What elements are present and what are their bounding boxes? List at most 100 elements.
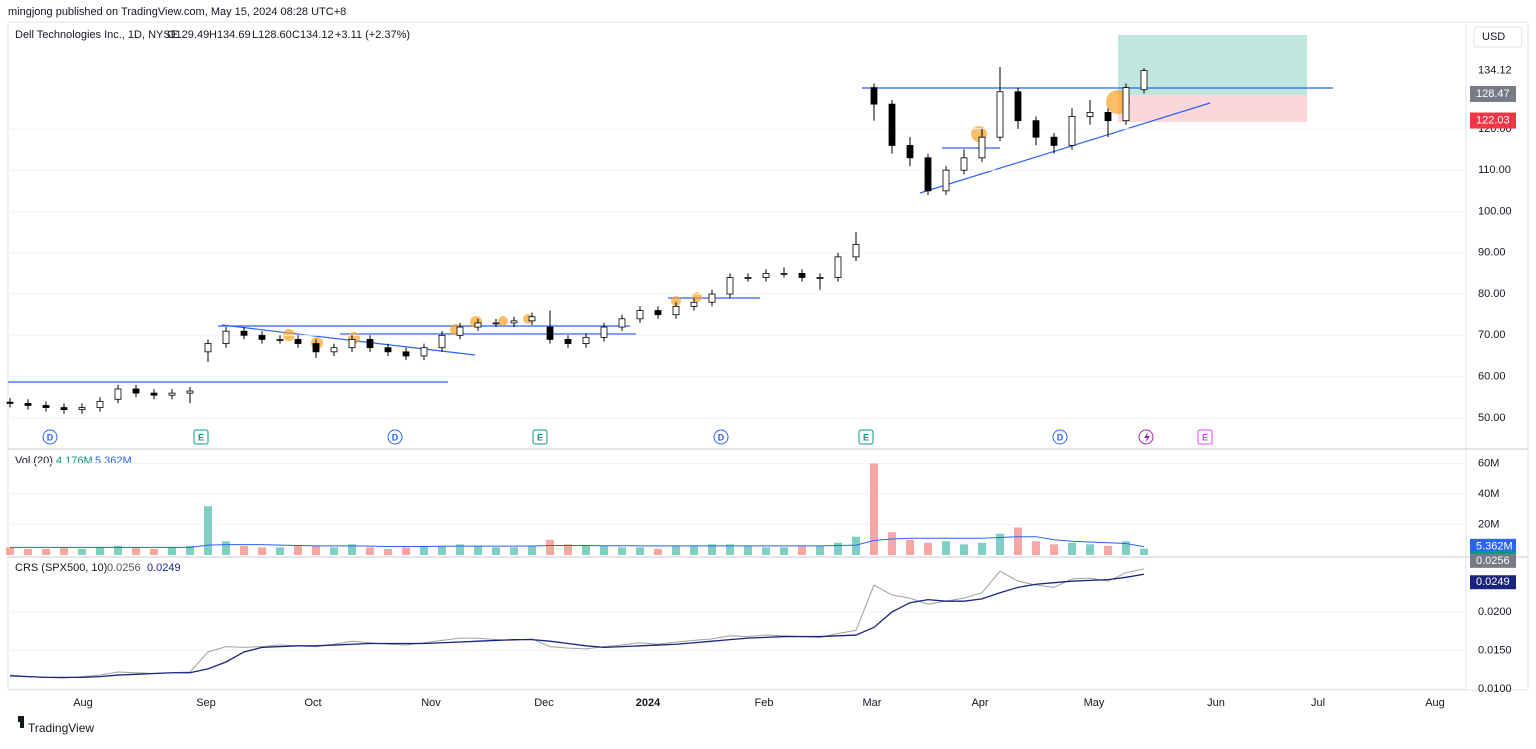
candle-body <box>600 326 608 338</box>
candle-body <box>78 407 86 411</box>
candle-body <box>762 272 770 278</box>
drawings <box>8 35 1333 383</box>
volume-bar <box>582 545 590 555</box>
volume-bar <box>564 544 572 555</box>
currency: USD <box>1482 31 1505 43</box>
candle-body <box>276 339 284 341</box>
volume-bar <box>726 544 734 555</box>
y-tick-label: 40M <box>1478 488 1499 500</box>
volume-bar <box>510 547 518 555</box>
crs-title: CRS (SPX500, 10) <box>15 562 107 574</box>
volume-bar <box>546 539 554 555</box>
candle-body <box>636 310 644 320</box>
volume-bar <box>798 545 806 555</box>
ohlc-change: +3.11 (+2.37%) <box>335 29 410 41</box>
candle-body <box>222 330 230 344</box>
candle-body <box>492 322 500 325</box>
volume-bar <box>852 536 860 555</box>
event-label: E <box>198 432 204 442</box>
x-tick-label: Feb <box>755 697 774 709</box>
ohlc-close: C134.12 <box>292 29 334 41</box>
volume-bar <box>168 547 176 555</box>
y-tick-label: 90.00 <box>1478 247 1506 259</box>
candle-body <box>888 103 896 146</box>
volume-bar <box>222 541 230 555</box>
volume-bar <box>780 547 788 555</box>
crs-line <box>9 568 1145 679</box>
event-label: E <box>863 432 869 442</box>
currency-button[interactable] <box>1473 26 1523 48</box>
value-label: 5.362M <box>1476 541 1513 553</box>
candle-body <box>654 310 662 316</box>
candle-body <box>690 301 698 307</box>
y-tick-label: 60.00 <box>1478 370 1506 382</box>
x-tick-label: Aug <box>1425 697 1445 709</box>
volume-bar <box>366 547 374 555</box>
candle-body <box>1086 112 1094 117</box>
volume-bar <box>204 506 212 555</box>
candle-body <box>186 390 194 394</box>
volume-bar <box>942 541 950 555</box>
candle-body <box>1014 91 1022 122</box>
candle-body <box>834 256 842 278</box>
candle-body <box>528 316 536 322</box>
y-tick-label: 20M <box>1478 518 1499 530</box>
volume-bar <box>600 545 608 555</box>
candle-body <box>438 334 446 349</box>
volume-bar <box>312 545 320 555</box>
volume-bar <box>276 547 284 555</box>
event-label: D <box>47 432 54 442</box>
brand-logo <box>8 716 24 728</box>
candle-body <box>1050 136 1058 146</box>
volume-bar <box>1104 545 1112 555</box>
candle-body <box>114 388 122 400</box>
legend-value: 0.0256 <box>107 562 141 574</box>
x-tick-label: Nov <box>421 697 441 709</box>
volume-bar <box>1050 544 1058 555</box>
candle-body <box>924 157 932 192</box>
candle-body <box>960 157 968 171</box>
crs-line <box>9 573 1145 679</box>
volume-bar <box>1122 541 1130 555</box>
volume-bar <box>528 545 536 555</box>
event-icon <box>42 429 58 445</box>
candle-body <box>6 401 14 404</box>
volume-bar <box>906 539 914 555</box>
candle-body <box>1140 70 1148 91</box>
event-icon <box>387 429 403 445</box>
event-icon <box>193 429 209 445</box>
candle-body <box>402 351 410 357</box>
candle-body <box>168 392 176 396</box>
candle-body <box>798 272 806 278</box>
volume-bar <box>924 542 932 555</box>
event-icon <box>1052 429 1068 445</box>
candle-body <box>672 306 680 316</box>
candle-body <box>1122 87 1130 122</box>
volume-bar <box>978 542 986 555</box>
candle-body <box>384 347 392 353</box>
volume-bar <box>1032 541 1040 555</box>
ohlc-high: H134.69 <box>209 29 251 41</box>
volume-bar <box>492 547 500 555</box>
y-tick-label: 0.0150 <box>1478 644 1512 656</box>
volume-bar <box>294 545 302 555</box>
trend-line <box>919 102 1211 194</box>
volume-bar <box>96 547 104 555</box>
value-label: 0.0256 <box>1476 555 1510 567</box>
target-zone <box>1118 35 1307 95</box>
volume-bar <box>672 545 680 555</box>
volume-bar <box>348 544 356 555</box>
candle-body <box>42 405 50 408</box>
candle-body <box>294 339 302 344</box>
x-tick-label: 2024 <box>636 697 661 709</box>
candle-body <box>456 326 464 336</box>
x-tick-label: Jul <box>1311 697 1325 709</box>
volume-bar <box>240 545 248 555</box>
volume-bar <box>60 547 68 555</box>
legend-value: 0.0249 <box>147 562 181 574</box>
value-label: 0.0249 <box>1476 576 1510 588</box>
volume-bar <box>132 547 140 555</box>
last-price-label: 134.12 <box>1478 65 1512 77</box>
